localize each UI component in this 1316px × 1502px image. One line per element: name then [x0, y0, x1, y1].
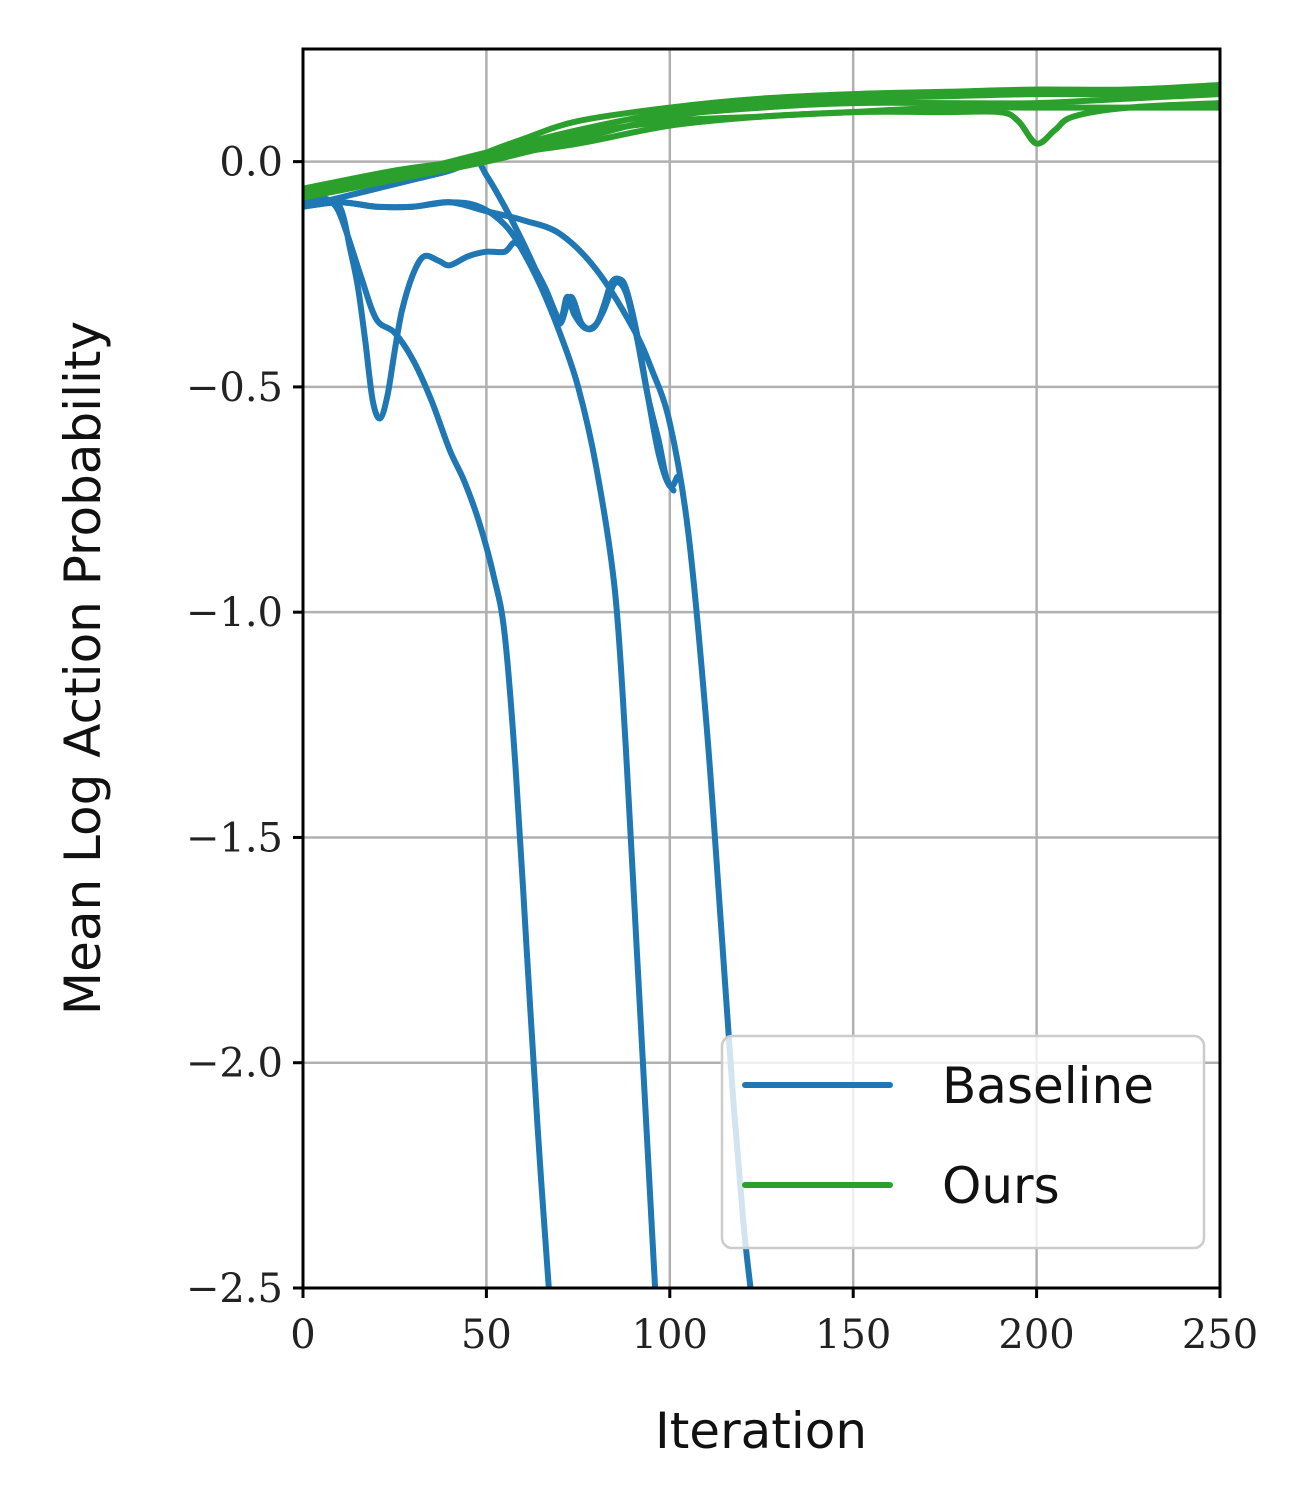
y-tick-label: −1.0 [186, 590, 283, 636]
series-line-baseline-4 [303, 199, 754, 1288]
y-tick-label: −2.5 [186, 1266, 283, 1312]
x-tick-label: 100 [632, 1312, 708, 1358]
x-tick-label: 0 [290, 1312, 315, 1358]
x-tick-label: 200 [998, 1312, 1074, 1358]
y-tick-label: −2.0 [186, 1041, 283, 1087]
plot-frame [301, 47, 1222, 1290]
y-axis: 0.0 −0.5 −1.0 −1.5 −2.0 −2.5 [186, 140, 303, 1312]
x-tick-label: 50 [461, 1312, 512, 1358]
y-axis-title: Mean Log Action Probability [54, 321, 112, 1015]
series-line-baseline-2 [303, 199, 659, 1288]
series-line-ours-9 [303, 104, 1220, 197]
x-axis: 0 50 100 150 200 250 [290, 1288, 1258, 1358]
x-axis-title: Iteration [655, 1402, 867, 1460]
legend: Baseline Ours [720, 1034, 1206, 1250]
x-tick-label: 150 [815, 1312, 891, 1358]
x-tick-label: 250 [1182, 1312, 1258, 1358]
y-tick-label: −0.5 [186, 365, 283, 411]
series-layer [303, 82, 1220, 1288]
y-tick-label: 0.0 [219, 140, 283, 186]
series-line-ours-8 [303, 91, 1220, 201]
legend-box [720, 1034, 1206, 1250]
series-line-baseline-1 [303, 194, 552, 1288]
legend-label-baseline: Baseline [942, 1057, 1154, 1115]
legend-label-ours: Ours [942, 1157, 1060, 1215]
y-tick-label: −1.5 [186, 815, 283, 861]
series-line-baseline-0 [303, 198, 681, 490]
